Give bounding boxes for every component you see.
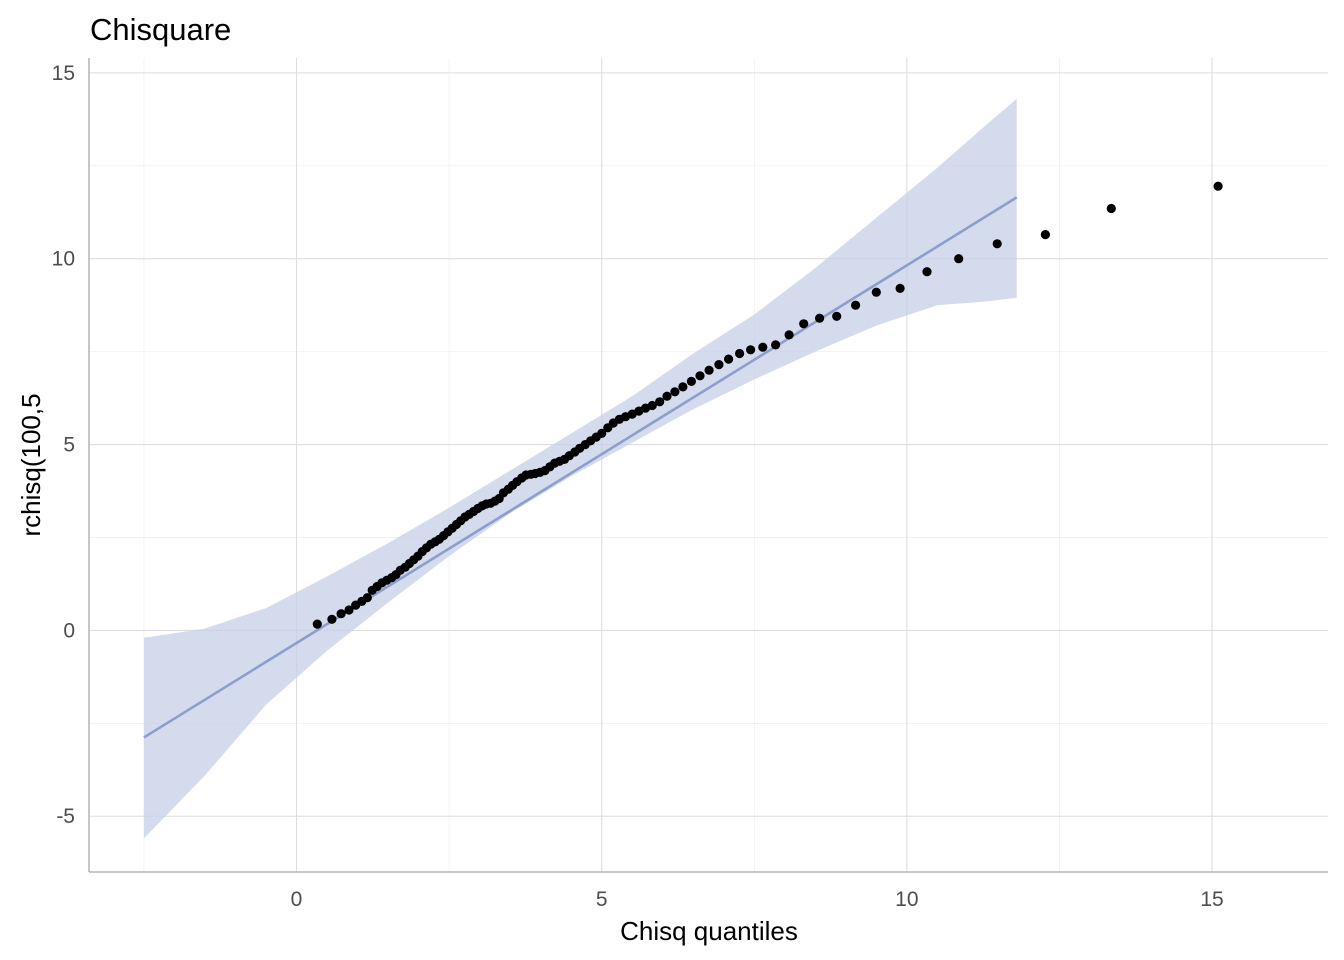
reference-line: [143, 196, 1018, 739]
reference-line-layer: [143, 196, 1018, 739]
y-tick-label: 5: [63, 434, 75, 457]
data-point: [746, 345, 756, 355]
chart-title: Chisquare: [90, 12, 231, 47]
data-point: [336, 609, 346, 619]
points-layer: [312, 181, 1223, 629]
x-tick-label: 10: [895, 888, 918, 911]
data-point: [954, 254, 964, 264]
y-tick-label: -5: [56, 805, 75, 828]
data-point: [799, 319, 809, 329]
data-point: [678, 382, 688, 392]
x-tick-label: 0: [291, 888, 303, 911]
y-tick-label: 10: [52, 248, 75, 271]
data-point: [1040, 230, 1050, 240]
data-point: [714, 360, 724, 370]
data-point: [735, 348, 745, 359]
data-point: [704, 365, 714, 375]
x-tick-label: 5: [596, 888, 608, 911]
data-point: [312, 619, 322, 629]
data-point: [724, 354, 734, 364]
data-point: [670, 387, 680, 397]
data-point: [895, 283, 905, 293]
y-axis-ticks: -5 0 5 10 15: [52, 62, 75, 828]
data-point: [992, 239, 1002, 249]
data-point: [647, 400, 657, 411]
data-point: [597, 428, 607, 438]
data-point: [1106, 203, 1116, 214]
data-point: [695, 371, 705, 381]
data-point: [662, 391, 672, 401]
plot-panel: [88, 58, 1328, 873]
data-point: [327, 614, 337, 624]
y-tick-label: 15: [52, 62, 75, 85]
data-point: [686, 376, 697, 386]
data-point: [832, 311, 842, 321]
data-point: [815, 313, 825, 323]
x-axis-title: Chisq quantiles: [620, 916, 798, 946]
data-point: [784, 330, 794, 340]
data-point: [922, 267, 932, 277]
data-point: [362, 593, 372, 603]
x-tick-label: 15: [1200, 888, 1223, 911]
data-point: [655, 397, 665, 407]
x-axis-ticks: 0 5 10 15: [291, 888, 1224, 911]
data-point: [1213, 181, 1223, 191]
data-point: [344, 605, 354, 615]
y-tick-label: 0: [63, 619, 75, 642]
y-axis-title: rchisq(100,5: [16, 393, 46, 536]
minor-gridlines: [89, 58, 1328, 872]
data-point: [851, 300, 861, 310]
data-point: [871, 287, 881, 297]
data-point: [771, 340, 781, 350]
data-point: [758, 342, 768, 352]
